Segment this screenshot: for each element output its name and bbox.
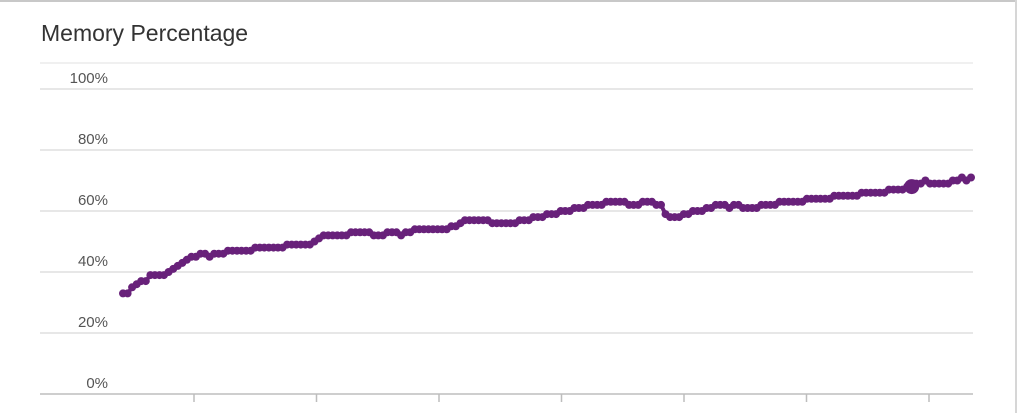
data-point[interactable]	[141, 277, 150, 286]
grid-lines	[40, 62, 973, 395]
y-tick-label-60: 60%	[78, 192, 108, 209]
chart-title: Memory Percentage	[41, 20, 249, 46]
panel-right-border	[1015, 0, 1017, 413]
y-tick-label-100: 100%	[70, 70, 108, 87]
y-tick-label-0: 0%	[86, 375, 108, 392]
x-axis-ticks	[193, 394, 930, 402]
data-point[interactable]	[123, 289, 132, 298]
y-axis-labels: 0% 20% 40% 60% 80% 100%	[70, 70, 108, 392]
data-point[interactable]	[657, 200, 665, 209]
panel-top-border	[0, 0, 1017, 2]
y-tick-label-20: 20%	[78, 314, 108, 331]
y-tick-label-40: 40%	[78, 253, 108, 270]
y-tick-label-80: 80%	[78, 131, 108, 148]
series-memory-percentage	[119, 173, 975, 298]
data-point[interactable]	[967, 173, 975, 182]
